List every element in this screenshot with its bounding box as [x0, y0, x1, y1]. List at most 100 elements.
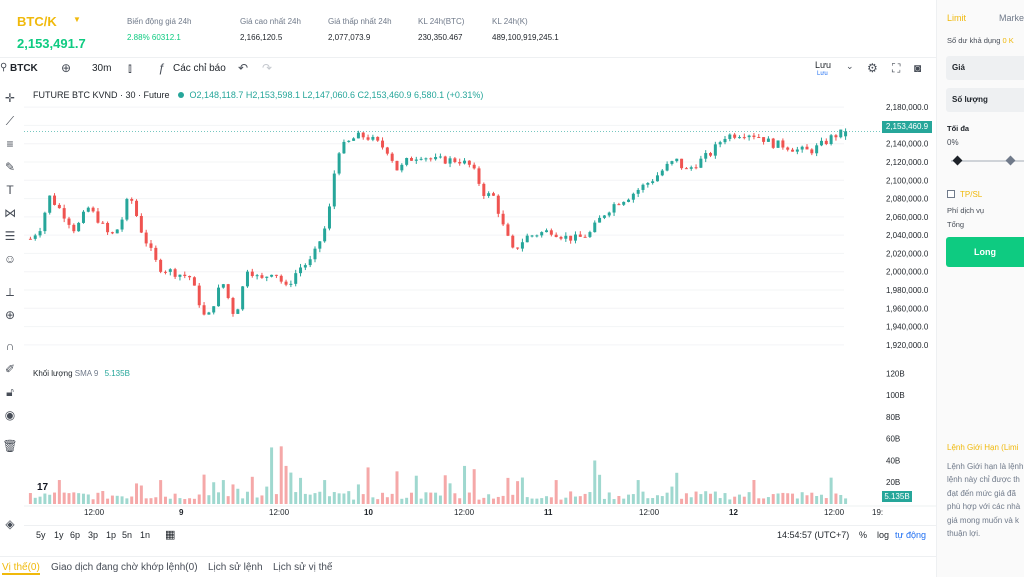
volume-bar [559, 499, 563, 504]
lock-icon[interactable]: 🔓︎ [6, 385, 14, 399]
long-button[interactable]: Long [946, 237, 1024, 267]
volume-bar [221, 480, 225, 504]
layers-icon[interactable]: ◈ [5, 517, 15, 531]
candle-body [318, 241, 322, 249]
candle-body [274, 274, 278, 276]
range-5n[interactable]: 5n [122, 530, 133, 540]
pattern-icon[interactable]: ⋈ [4, 206, 16, 220]
candle-body [516, 247, 520, 249]
slider-handle[interactable] [952, 155, 963, 166]
candle-body [540, 232, 544, 236]
checkbox-icon[interactable] [947, 190, 955, 198]
tpsl-checkbox[interactable]: TP/SL [947, 190, 982, 199]
chart-toolbar: ⚲ BTCK ⊕ 30m ⫾ ƒ Các chỉ báo ↶ ↷ Lưu Lưu… [0, 58, 936, 80]
range-1n[interactable]: 1n [140, 530, 151, 540]
candle-body [472, 164, 476, 169]
candle-body [414, 159, 418, 161]
save-sublabel: Lưu [817, 71, 828, 77]
calendar-icon[interactable]: ▦ [165, 529, 176, 541]
candle-body [810, 149, 814, 154]
chevron-down-icon[interactable]: ⌄ [846, 61, 854, 71]
volume-bar [130, 496, 134, 504]
candle-body [545, 230, 549, 233]
symbol-selector[interactable]: BTC/K [17, 14, 57, 29]
candle-body [270, 274, 274, 277]
candle-body [689, 167, 693, 169]
crosshair-icon[interactable]: ✛ [4, 91, 16, 105]
volume-bar [207, 495, 211, 504]
volume-bar [762, 498, 766, 504]
settings-gear-icon[interactable]: ⚙ [867, 61, 878, 75]
candle-body [491, 193, 495, 196]
volume-bar [57, 480, 61, 504]
time-axis-label: 12:00 [269, 508, 290, 517]
candle-body [366, 137, 370, 140]
slider-step-marker[interactable] [1005, 155, 1016, 166]
horizontal-lines-icon[interactable]: ≡ [6, 137, 14, 151]
price-input[interactable]: Giá [946, 56, 1024, 80]
candle-body [385, 147, 389, 154]
ruler-icon[interactable]: ⟂ [5, 285, 14, 299]
volume-bar [342, 493, 346, 504]
redo-icon[interactable]: ↷ [262, 61, 273, 75]
clock-readout[interactable]: 14:54:57 (UTC+7) [777, 530, 850, 540]
tab-limit[interactable]: Limit [947, 13, 967, 23]
volume-bar [694, 491, 698, 504]
volume-bar [771, 494, 775, 504]
caret-down-icon[interactable]: ▼ [73, 15, 81, 24]
quantity-input[interactable]: Số lượng [946, 88, 1024, 112]
magnet-icon[interactable]: ∩ [5, 339, 15, 353]
candle-body [67, 218, 71, 225]
fullscreen-icon[interactable]: ⛶ [892, 61, 901, 75]
volume-bar [448, 483, 452, 504]
quantity-slider[interactable] [951, 155, 1024, 166]
volume-bar [516, 481, 520, 504]
tab-position-history[interactable]: Lịch sử vị thế [273, 562, 333, 573]
candle-body [409, 158, 413, 161]
auto-toggle[interactable]: tự động [895, 530, 927, 540]
lock-drawing-icon[interactable]: ✐ [4, 362, 16, 376]
text-tool-icon[interactable]: T [6, 183, 14, 197]
range-1y[interactable]: 1y [54, 530, 64, 540]
volume-bar [192, 498, 196, 504]
search-icon[interactable]: ⚲ [0, 62, 8, 73]
save-button[interactable]: Lưu [815, 60, 832, 70]
brush-icon[interactable]: ✎ [4, 160, 16, 174]
percent-toggle[interactable]: % [859, 530, 868, 540]
tradingview-logo-icon[interactable]: 17 [37, 482, 49, 493]
indicators-icon[interactable]: ƒ [158, 61, 165, 75]
range-5y[interactable]: 5y [36, 530, 46, 540]
range-1p[interactable]: 1p [106, 530, 117, 540]
interval-selector[interactable]: 30m [92, 63, 112, 74]
tab-open-orders[interactable]: Giao dịch đang chờ khớp lệnh(0) [51, 562, 198, 573]
volume-bar [110, 495, 114, 504]
chart-canvas[interactable]: 2,180,000.02,160,000.02,140,000.02,120,0… [24, 84, 936, 524]
volume-bar [323, 480, 327, 504]
indicators-button[interactable]: Các chỉ báo [173, 63, 226, 74]
undo-icon[interactable]: ↶ [238, 61, 249, 75]
total-label: Tổng [947, 220, 965, 229]
volume-bar [159, 480, 163, 504]
range-6p[interactable]: 6p [70, 530, 81, 540]
symbol-search[interactable]: BTCK [10, 63, 38, 74]
zoom-in-icon[interactable]: ⊕ [4, 308, 16, 322]
range-3p[interactable]: 3p [88, 530, 99, 540]
log-toggle[interactable]: log [877, 530, 890, 540]
volume-bar [819, 494, 823, 504]
price-chart[interactable]: 2,180,000.02,160,000.02,140,000.02,120,0… [24, 84, 936, 524]
fib-icon[interactable]: ☰ [4, 229, 16, 243]
tab-order-history[interactable]: Lịch sử lệnh [208, 562, 263, 573]
trend-line-icon[interactable]: ⟋ [5, 114, 15, 128]
trash-icon[interactable]: 🗑︎ [2, 439, 18, 453]
emoji-icon[interactable]: ☺ [3, 252, 17, 266]
volume-bar [72, 492, 76, 504]
volume-bar [212, 482, 216, 504]
camera-icon[interactable]: ◙ [914, 61, 922, 75]
candle-type-icon[interactable]: ⫾ [128, 61, 132, 75]
eye-icon[interactable]: ◉ [4, 408, 16, 422]
time-axis-label: 12:00 [639, 508, 660, 517]
candle-body [766, 138, 770, 142]
add-compare-icon[interactable]: ⊕ [61, 61, 72, 75]
tab-market[interactable]: Market [999, 13, 1024, 23]
tab-positions[interactable]: Vị thế(0) [2, 562, 40, 575]
